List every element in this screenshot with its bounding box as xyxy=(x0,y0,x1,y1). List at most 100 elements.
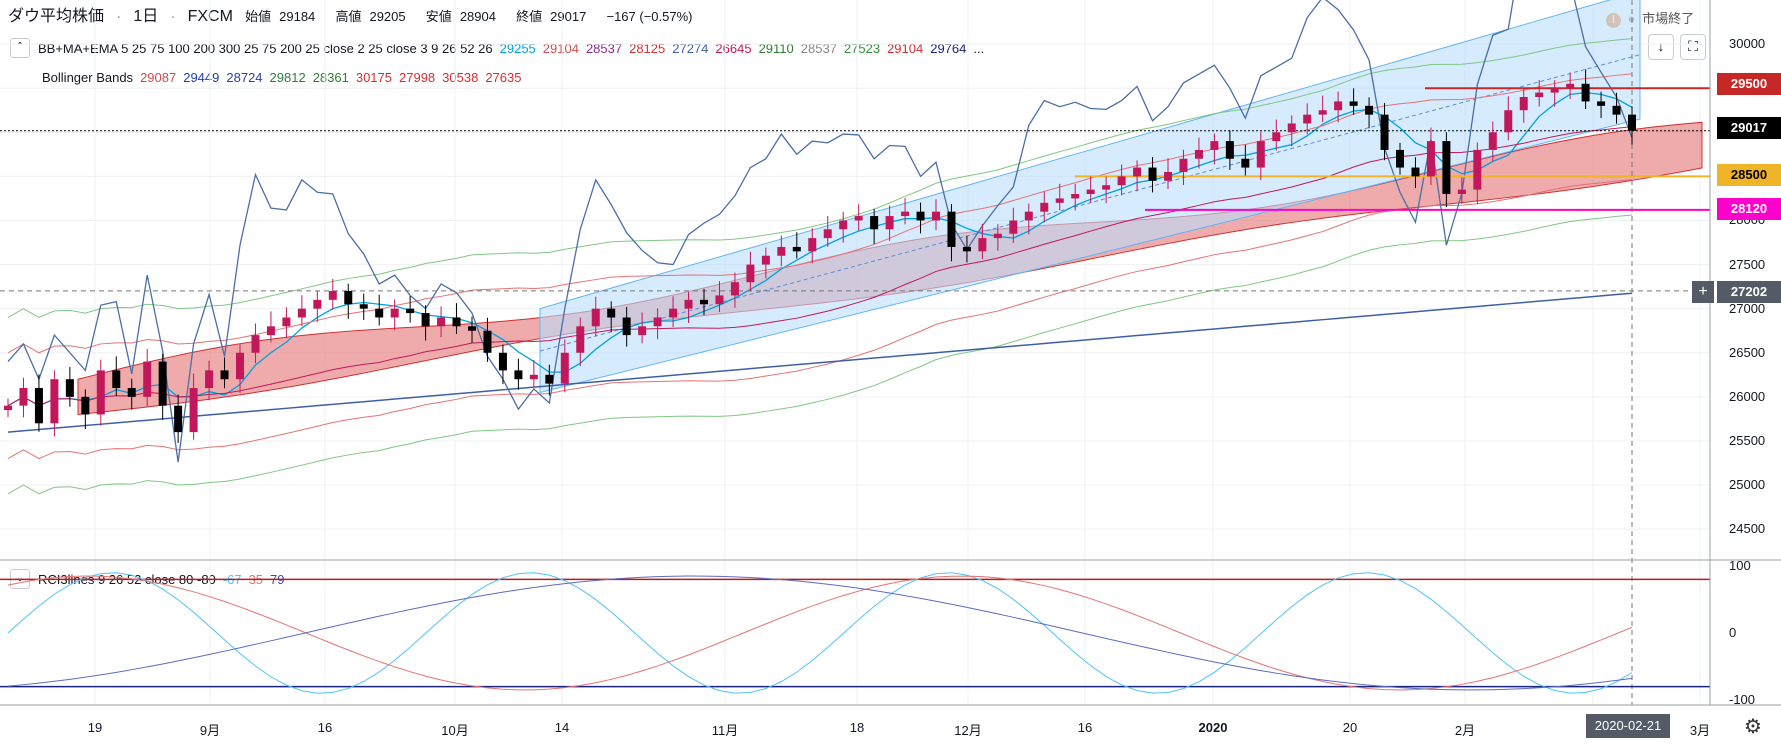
candle-body-85 xyxy=(1318,110,1327,115)
symbol-name[interactable]: ダウ平均株価 xyxy=(8,8,105,25)
bollinger-value-6: 27998 xyxy=(399,70,436,85)
candle-body-46 xyxy=(715,295,724,305)
candle-body-48 xyxy=(746,264,755,283)
candle-body-50 xyxy=(777,246,786,256)
candle-body-63 xyxy=(978,238,987,252)
candle-body-65 xyxy=(1009,220,1018,234)
candle-body-56 xyxy=(870,216,879,230)
candle-body-102 xyxy=(1581,83,1590,102)
candle-body-90 xyxy=(1396,149,1404,168)
legend-bollinger-name[interactable]: Bollinger Bands xyxy=(42,70,134,85)
candle-body-88 xyxy=(1365,105,1374,115)
candle-body-73 xyxy=(1133,167,1142,177)
candle-body-35 xyxy=(545,374,554,384)
interval[interactable]: 1日 xyxy=(133,8,159,25)
x-axis-label-3: 10月 xyxy=(441,723,469,738)
candle-body-39 xyxy=(607,308,616,318)
candle-body-37 xyxy=(576,326,585,353)
candle-body-62 xyxy=(962,246,971,252)
candle-body-0 xyxy=(4,405,12,411)
candle-body-15 xyxy=(236,352,244,380)
candle-body-10 xyxy=(158,361,167,406)
candle-body-76 xyxy=(1179,158,1188,172)
bb-lower-line xyxy=(7,179,1633,460)
candle-body-67 xyxy=(1040,202,1049,212)
ohlc-open: 始値 29184 xyxy=(245,9,316,24)
candle-body-21 xyxy=(328,291,337,300)
bollinger-value-0: 29087 xyxy=(140,70,177,85)
legend-bollinger: Bollinger Bands 29087 29449 28724 29812 2836… xyxy=(42,70,521,85)
candle-body-26 xyxy=(406,308,415,314)
rci-axis-tick-100: 100 xyxy=(1729,558,1751,573)
price-tag-28500: 28500 xyxy=(1717,164,1781,186)
price-change: −167 (−0.57%) xyxy=(606,9,693,24)
ma-5-line xyxy=(7,91,1633,407)
candle-body-103 xyxy=(1597,101,1606,106)
crosshair-add-button[interactable]: + xyxy=(1692,281,1714,303)
candle-body-82 xyxy=(1272,132,1281,142)
candle-body-49 xyxy=(761,255,770,265)
x-axis-label-13: 3月 xyxy=(1689,723,1711,738)
chevron-up-icon[interactable]: ⌃ xyxy=(10,38,30,58)
bb-upper-line xyxy=(7,73,1633,354)
x-axis-label-1: 9月 xyxy=(199,723,221,738)
candle-body-18 xyxy=(282,317,291,327)
candle-body-47 xyxy=(730,282,739,296)
rci-52-line xyxy=(7,575,1633,691)
candle-body-105 xyxy=(1628,114,1636,131)
price-tag-29500: 29500 xyxy=(1717,73,1781,95)
candle-body-89 xyxy=(1380,114,1389,150)
candle-body-68 xyxy=(1055,198,1064,203)
x-axis-label-6: 18 xyxy=(849,720,865,735)
candle-body-7 xyxy=(112,370,121,389)
candle-body-87 xyxy=(1349,101,1358,106)
candle-body-78 xyxy=(1210,141,1219,150)
fullscreen-button[interactable]: ⛶ xyxy=(1680,34,1706,60)
candle-body-9 xyxy=(143,361,152,397)
y-axis-tick-26500: 26500 xyxy=(1729,344,1766,360)
candle-body-61 xyxy=(947,211,956,247)
candle-body-32 xyxy=(498,352,507,371)
bollinger-value-2: 28724 xyxy=(226,70,263,85)
gear-icon: ⚙ xyxy=(1744,716,1762,738)
candle-body-70 xyxy=(1086,189,1095,195)
candle-body-95 xyxy=(1473,149,1482,190)
candle-body-91 xyxy=(1411,167,1420,177)
candle-body-1 xyxy=(19,388,28,406)
bollinger-value-7: 30538 xyxy=(442,70,479,85)
candle-body-54 xyxy=(839,220,848,230)
y-axis-tick-25000: 25000 xyxy=(1729,477,1766,493)
candle-body-74 xyxy=(1148,167,1157,181)
legend-more[interactable]: ... xyxy=(973,40,985,56)
candle-body-104 xyxy=(1612,105,1621,115)
candle-body-97 xyxy=(1504,110,1513,133)
settings-button[interactable]: ⚙ xyxy=(1740,714,1766,740)
candle-body-53 xyxy=(823,229,832,239)
scroll-down-button[interactable]: ↓ xyxy=(1648,34,1674,60)
x-axis-label-10: 20 xyxy=(1342,720,1358,735)
candle-body-19 xyxy=(297,308,306,318)
candle-body-40 xyxy=(622,317,631,336)
candle-body-75 xyxy=(1164,171,1172,181)
price-tag-28120: 28120 xyxy=(1717,198,1781,220)
candle-body-16 xyxy=(251,335,260,353)
candle-body-60 xyxy=(932,211,940,221)
price-tag-last: 29017 xyxy=(1717,117,1781,139)
x-axis-label-7: 12月 xyxy=(954,723,982,738)
candle-body-28 xyxy=(437,317,446,327)
arrow-down-icon: ↓ xyxy=(1657,38,1665,54)
candle-body-41 xyxy=(638,326,647,336)
candle-body-93 xyxy=(1442,141,1451,195)
candle-body-12 xyxy=(189,388,198,433)
candle-body-92 xyxy=(1426,141,1435,177)
x-axis-label-4: 14 xyxy=(554,720,570,735)
candle-body-31 xyxy=(483,330,492,353)
price-tag-crosshair: 27202 xyxy=(1717,281,1781,303)
ohlc-low: 安値 28904 xyxy=(425,9,496,24)
candle-body-96 xyxy=(1488,132,1497,150)
x-axis-label-8: 16 xyxy=(1077,720,1093,735)
regression-channel xyxy=(539,0,1641,394)
y-axis-tick-27000: 27000 xyxy=(1729,300,1766,316)
chart-header: ダウ平均株価 · 1日 · FXCM 始値 29184 高値 29205 安値 289… xyxy=(8,8,693,25)
